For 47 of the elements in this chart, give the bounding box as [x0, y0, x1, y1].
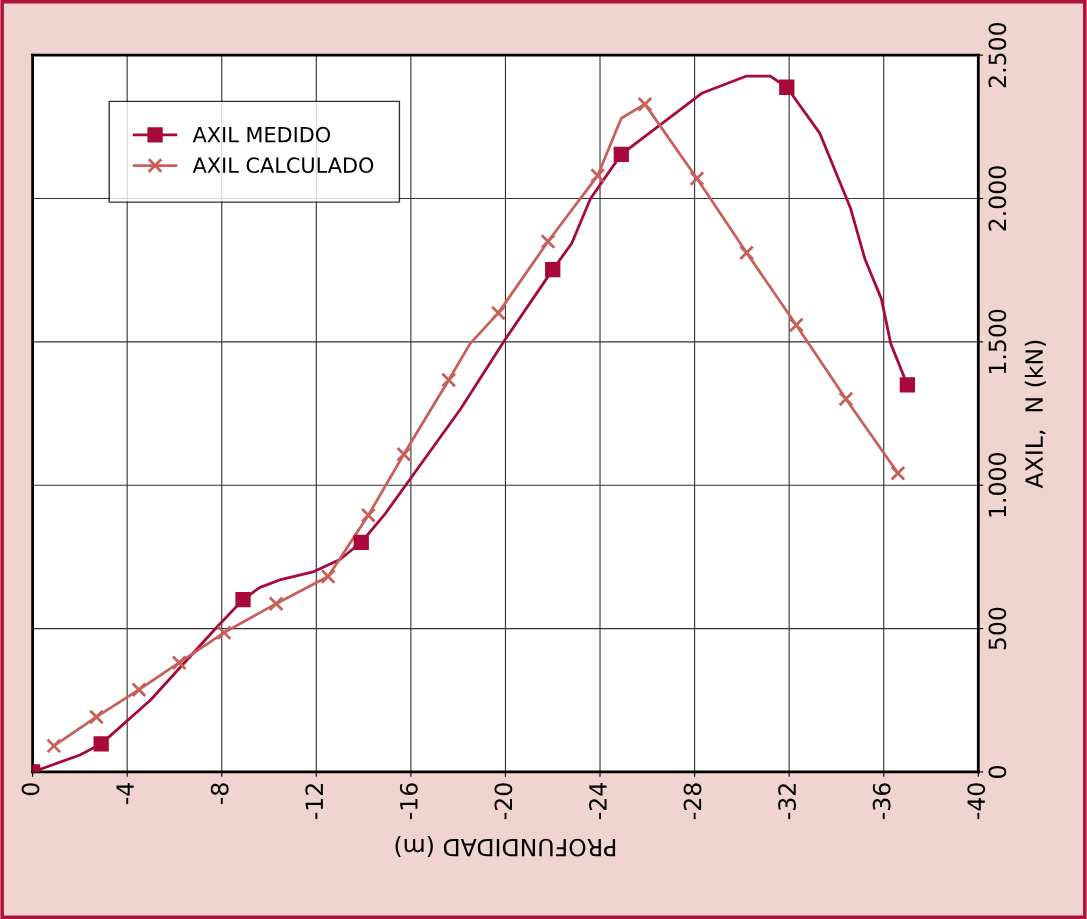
point	[890, 465, 906, 481]
y-tick-label: 500	[988, 607, 1007, 650]
point	[171, 655, 187, 671]
x-tick-label: 0	[21, 783, 40, 796]
y-tick-label: 0	[988, 766, 1007, 778]
point	[216, 624, 232, 641]
point	[88, 709, 105, 725]
point	[689, 170, 705, 187]
point	[268, 596, 284, 612]
point	[738, 245, 755, 261]
legend-label: AXIL MEDIDO	[192, 126, 331, 143]
y-axis-title: AXIL, N (kN)	[1024, 340, 1046, 489]
x-tick-label: -4	[116, 783, 134, 805]
x-tick-label: -16	[399, 783, 418, 820]
point	[899, 377, 916, 393]
x-tick-label: -36	[872, 783, 891, 820]
y-tick-label: 1.000	[988, 453, 1007, 517]
point	[353, 534, 369, 550]
x-tick-label: -24	[589, 783, 607, 820]
point	[320, 568, 336, 585]
x-tick-label: -40	[967, 783, 986, 820]
x-tick-label: -28	[683, 783, 702, 820]
x-tick-label: -8	[210, 783, 229, 805]
point	[131, 682, 147, 698]
y-tick-label: 1.500	[988, 309, 1007, 374]
point	[360, 507, 376, 523]
point	[545, 261, 561, 278]
x-tick-label: -12	[305, 784, 323, 820]
point	[93, 736, 109, 752]
point	[613, 146, 629, 162]
point	[490, 305, 506, 321]
x-axis-title: PROFUNDIDAD (m)	[395, 835, 616, 857]
legend-label: AXIL CALCULADO	[192, 157, 374, 174]
y-tick-label: 2.000	[988, 166, 1007, 231]
point	[441, 372, 457, 388]
point	[46, 738, 62, 754]
point	[235, 592, 251, 608]
point	[590, 167, 606, 184]
point	[779, 79, 795, 95]
point	[540, 233, 556, 250]
point	[838, 391, 854, 407]
point	[396, 446, 412, 462]
point	[637, 96, 653, 112]
point	[788, 317, 804, 333]
y-tick-label: 2.500	[988, 22, 1007, 88]
x-tick-label: -20	[494, 783, 513, 820]
x-tick-label: -32	[778, 784, 797, 820]
